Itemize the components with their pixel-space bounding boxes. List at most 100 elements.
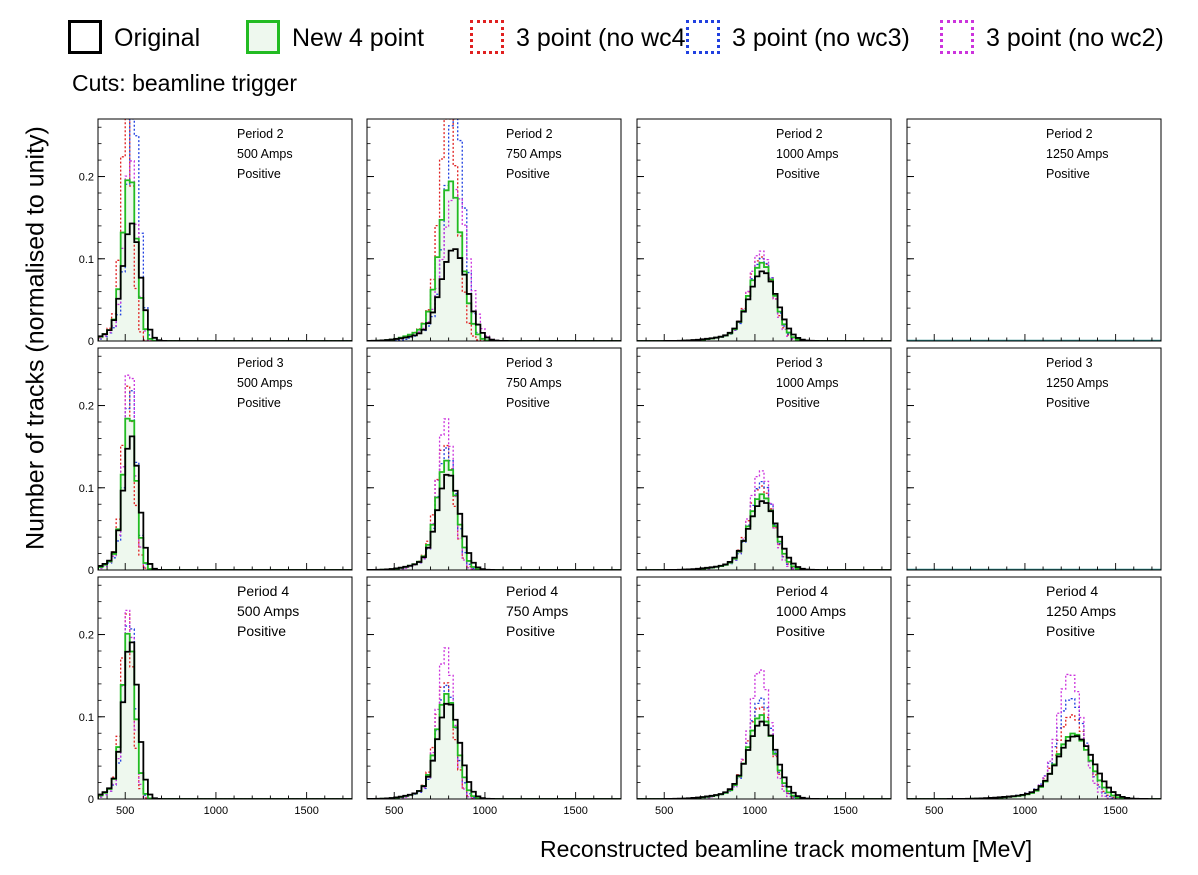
panel-label: 500 Amps: [237, 603, 299, 619]
panel-label: Period 2: [237, 127, 284, 141]
series-3-point-no-wc4-: [367, 682, 621, 799]
histogram-panel: Period 3 750 Amps Positive: [366, 347, 622, 571]
series-3-point-no-wc3-: [367, 119, 621, 341]
series-original: [98, 435, 352, 570]
panel-label: Positive: [776, 167, 820, 181]
new-4-point-fill: [907, 733, 1161, 799]
legend-swatch: [246, 20, 280, 54]
histogram-panel: 500 1000 1500 Period 4 1250 Amps Positive: [906, 576, 1162, 817]
x-tick-label: 500: [385, 805, 403, 817]
y-tick-label: 0: [88, 565, 94, 577]
legend-label: 3 point (no wc2): [986, 24, 1164, 52]
panel-label: Period 3: [776, 356, 823, 370]
new-4-point-fill: [637, 494, 891, 570]
panel-frame: [906, 347, 1162, 571]
x-tick-label: 500: [655, 805, 673, 817]
legend-swatch: [686, 20, 720, 54]
panel-label: Positive: [1046, 623, 1095, 639]
legend-label: 3 point (no wc3): [732, 24, 910, 52]
series-original: [367, 473, 621, 570]
series-3-point-no-wc4-: [98, 119, 352, 341]
panel-label: Positive: [237, 167, 281, 181]
series-3-point-no-wc2-: [907, 673, 1161, 799]
histogram-panel: 0 0.1 0.2 Period 3 500 Amps Positive: [79, 347, 353, 577]
panel-frame: [366, 347, 622, 571]
series-3-point-no-wc2-: [367, 418, 621, 570]
series-new-4-point: [98, 179, 352, 341]
new-4-point-fill: [367, 693, 621, 799]
x-tick-label: 1000: [473, 805, 497, 817]
legend: Original New 4 point 3 point (no wc4) 3 poi…: [68, 18, 1193, 60]
panel-label: Period 4: [1046, 583, 1098, 599]
series-3-point-no-wc3-: [98, 119, 352, 341]
panel-label: 500 Amps: [237, 147, 293, 161]
series-original: [367, 702, 621, 799]
new-4-point-fill: [637, 262, 891, 341]
panel-label: Period 2: [1046, 127, 1093, 141]
panel-label: 1250 Amps: [1046, 603, 1116, 619]
new-4-point-fill: [367, 460, 621, 570]
histogram-panel: 500 1000 1500 Period 4 1000 Amps Positive: [636, 576, 892, 817]
x-tick-label: 1000: [1013, 805, 1037, 817]
series-original: [367, 248, 621, 341]
y-tick-label: 0.2: [79, 401, 94, 413]
x-axis-label: Reconstructed beamline track momentum [M…: [540, 836, 1033, 862]
panel-label: 1000 Amps: [776, 376, 839, 390]
series-3-point-no-wc2-: [367, 647, 621, 799]
panel-label: 1250 Amps: [1046, 147, 1109, 161]
y-tick-label: 0.1: [79, 712, 94, 724]
x-tick-label: 500: [116, 805, 134, 817]
panel-frame: [366, 118, 622, 342]
panel-frame: [906, 576, 1162, 800]
panel-label: Period 4: [776, 583, 828, 599]
panel-frame: [97, 118, 353, 342]
series-3-point-no-wc4-: [367, 119, 621, 341]
cuts-label: Cuts: beamline trigger: [72, 70, 297, 96]
legend-label: New 4 point: [292, 24, 425, 52]
panel-label: Positive: [506, 623, 555, 639]
histogram-panel: Period 3 1000 Amps Positive: [636, 347, 892, 571]
panel-label: 1250 Amps: [1046, 376, 1109, 390]
panel-frame: [636, 576, 892, 800]
series-new-4-point: [367, 459, 621, 570]
panel-frame: [97, 576, 353, 800]
y-tick-label: 0: [88, 794, 94, 806]
new-4-point-fill: [98, 633, 352, 799]
histogram-panel: 500 1000 1500 Period 4 750 Amps Positive: [366, 576, 622, 817]
y-tick-label: 0.1: [79, 254, 94, 266]
y-tick-label: 0.2: [79, 172, 94, 184]
new-4-point-fill: [637, 714, 891, 799]
series-3-point-no-wc2-: [367, 188, 621, 341]
panel-frame: [97, 347, 353, 571]
series-3-point-no-wc2-: [98, 374, 352, 570]
legend-label: Original: [114, 24, 201, 52]
panel-label: Positive: [237, 623, 286, 639]
panel-label: 750 Amps: [506, 376, 562, 390]
histogram-panel: Period 3 1250 Amps Positive: [906, 347, 1162, 571]
y-tick-label: 0.1: [79, 483, 94, 495]
panel-label: Positive: [776, 396, 820, 410]
panel-frame: [636, 347, 892, 571]
x-tick-label: 1500: [1103, 805, 1127, 817]
new-4-point-fill: [98, 180, 352, 341]
panel-label: Period 4: [506, 583, 558, 599]
panel-label: Positive: [1046, 396, 1090, 410]
x-tick-label: 1500: [833, 805, 857, 817]
x-tick-label: 500: [925, 805, 943, 817]
series-3-point-no-wc3-: [907, 698, 1161, 799]
histogram-panel: Period 2 750 Amps Positive: [366, 118, 622, 342]
panel-label: Positive: [776, 623, 825, 639]
panel-frame: [636, 118, 892, 342]
panel-label: 500 Amps: [237, 376, 293, 390]
panel-frame: [906, 118, 1162, 342]
series-original: [907, 735, 1161, 799]
histogram-panel: Period 2 1250 Amps Positive: [906, 118, 1162, 342]
histogram-panel: Period 2 1000 Amps Positive: [636, 118, 892, 342]
series-new-4-point: [367, 692, 621, 799]
panel-label: Positive: [506, 396, 550, 410]
legend-swatch: [68, 20, 102, 54]
panel-label: Period 3: [237, 356, 284, 370]
panel-label: Positive: [237, 396, 281, 410]
panel-label: Period 2: [776, 127, 823, 141]
new-4-point-fill: [98, 418, 352, 570]
